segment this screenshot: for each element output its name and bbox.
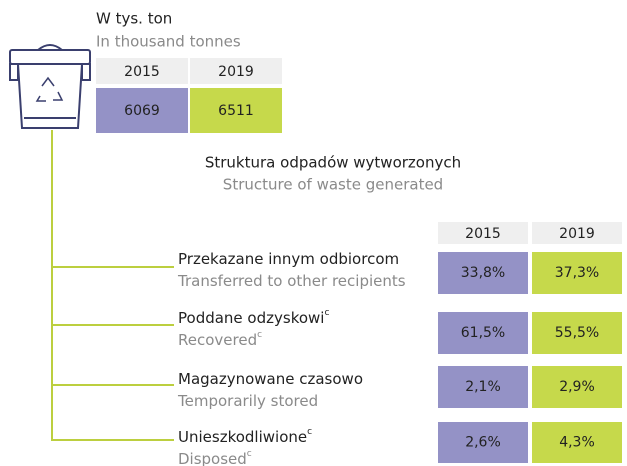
year-header-bg <box>190 58 282 84</box>
tree <box>51 130 174 441</box>
subtitle: In thousand tonnes <box>96 33 241 51</box>
value-text: 55,5% <box>555 325 599 341</box>
footnote-mark: c <box>307 427 312 437</box>
value-text: 4,3% <box>559 435 595 451</box>
value-text: 37,3% <box>555 265 599 281</box>
value-text: 33,8% <box>461 265 505 281</box>
row-label-en: Temporarily stored <box>177 392 318 410</box>
year-header: 2015 <box>124 64 160 80</box>
label-text: Magazynowane czasowo <box>178 370 363 388</box>
value-text: 61,5% <box>461 325 505 341</box>
row-label-en: Transferred to other recipients <box>177 272 406 290</box>
structure-title: Struktura odpadów wytworzonych <box>205 154 461 172</box>
value-cell <box>438 422 528 463</box>
label-text: Disposed <box>178 450 247 466</box>
footnote-mark: c <box>324 308 329 318</box>
total-value: 6069 <box>124 103 160 119</box>
total-cell <box>190 88 282 133</box>
bin-icon <box>9 44 91 129</box>
row-label-en: Recoveredc <box>178 330 262 349</box>
footnote-mark: c <box>247 449 252 459</box>
total-cell <box>96 88 188 133</box>
label-text: Poddane odzyskowi <box>178 309 324 327</box>
row-label: Poddane odzyskowic <box>178 308 329 327</box>
footnote-mark: c <box>257 330 262 340</box>
value-cell <box>438 366 528 408</box>
value-cell <box>532 422 622 463</box>
year-header: 2015 <box>465 226 501 242</box>
label-text: Recovered <box>178 331 257 349</box>
label-text: Transferred to other recipients <box>177 272 406 290</box>
value-text: 2,9% <box>559 379 595 395</box>
row-label: Magazynowane czasowo <box>178 370 363 388</box>
year-header: 2019 <box>559 226 595 242</box>
value-cell <box>438 252 528 294</box>
year-header-bg <box>532 222 622 244</box>
value-text: 2,1% <box>465 379 501 395</box>
title: W tys. ton <box>96 10 172 28</box>
label-text: Temporarily stored <box>177 392 318 410</box>
year-header-bg <box>438 222 528 244</box>
year-header: 2019 <box>218 64 254 80</box>
year-header-bg <box>96 58 188 84</box>
value-cell <box>532 312 622 354</box>
row-label: Przekazane innym odbiorcom <box>178 250 399 268</box>
value-cell <box>438 312 528 354</box>
label-text: Przekazane innym odbiorcom <box>178 250 399 268</box>
structure-subtitle: Structure of waste generated <box>223 176 443 194</box>
value-cell <box>532 252 622 294</box>
total-value: 6511 <box>218 103 254 119</box>
row-label: Unieszkodliwionec <box>178 427 312 446</box>
value-cell <box>532 366 622 408</box>
value-text: 2,6% <box>465 435 501 451</box>
label-text: Unieszkodliwione <box>178 428 307 446</box>
row-label-en: Disposedc <box>178 449 252 466</box>
